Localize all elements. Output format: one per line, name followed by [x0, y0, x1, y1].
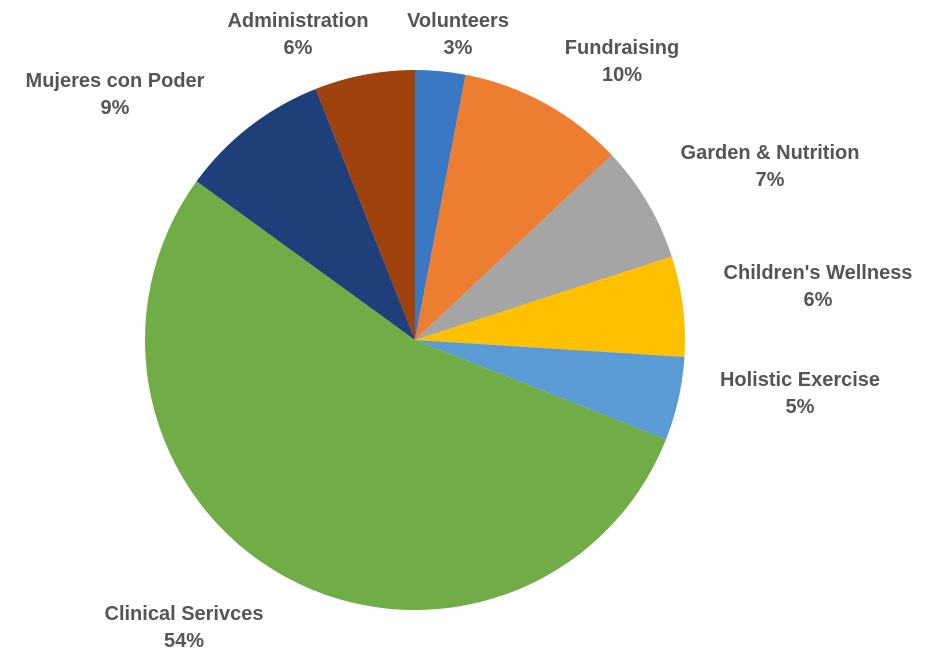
pie-slice-children-s-wellness: [415, 256, 686, 357]
slice-percent-administration: 6%: [284, 37, 313, 59]
pie-slice-fundraising: [415, 74, 612, 340]
slice-label-mujeres-con-poder: Mujeres con Poder: [26, 70, 205, 92]
slice-percent-mujeres-con-poder: 9%: [101, 97, 130, 119]
slice-label-fundraising: Fundraising: [565, 37, 679, 59]
slice-percent-volunteers: 3%: [444, 37, 473, 59]
slice-label-holistic-exercise: Holistic Exercise: [720, 369, 880, 391]
slice-label-clinical-serivces: Clinical Serivces: [105, 603, 264, 625]
slice-label-volunteers: Volunteers: [407, 10, 509, 32]
slice-label-garden-and-nutrition: Garden & Nutrition: [681, 142, 860, 164]
pie-slice-clinical-serivces: [144, 181, 667, 611]
pie-slice-garden-and-nutrition: [415, 155, 672, 340]
pie-slice-mujeres-con-poder: [196, 88, 415, 341]
slice-percent-children-s-wellness: 6%: [804, 289, 833, 311]
slice-labels: Volunteers 3% Fundraising 10% Garden & Nutri…: [26, 10, 913, 651]
slice-label-administration: Administration: [227, 10, 368, 32]
pie-slice-volunteers: [415, 70, 466, 340]
slice-percent-clinical-serivces: 54%: [164, 630, 204, 651]
pie-slice-administration: [315, 70, 415, 340]
slice-percent-garden-and-nutrition: 7%: [756, 169, 785, 191]
pie-slices: [144, 70, 686, 611]
slice-percent-holistic-exercise: 5%: [786, 396, 815, 418]
pie-slice-holistic-exercise: [415, 340, 685, 440]
slice-label-children-s-wellness: Children's Wellness: [724, 262, 913, 284]
slice-percent-fundraising: 10%: [602, 64, 642, 86]
